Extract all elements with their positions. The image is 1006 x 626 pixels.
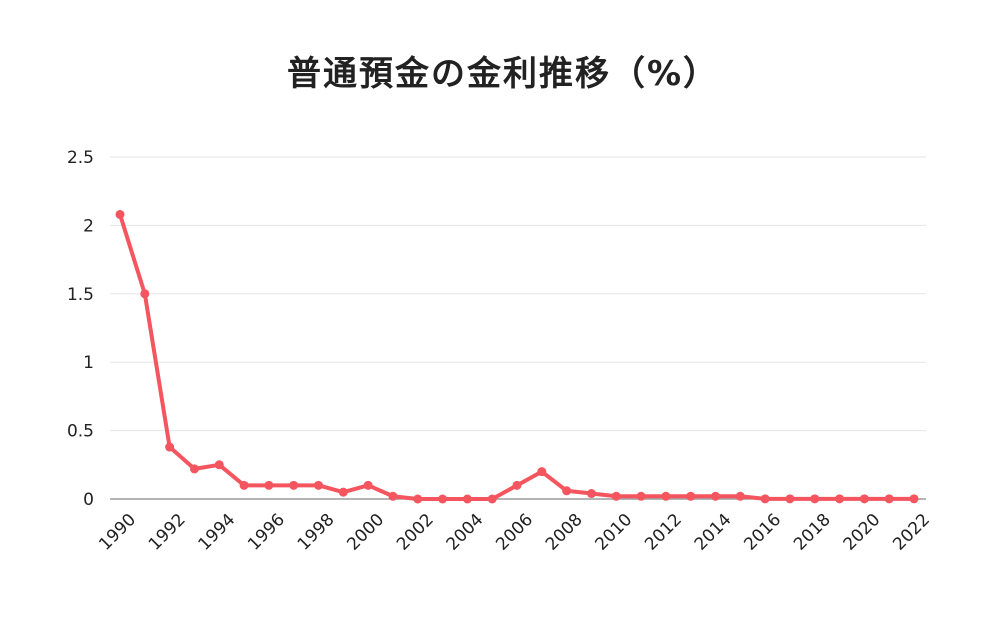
data-point-2007[interactable]	[537, 467, 547, 477]
x-tick-label: 2006	[492, 510, 537, 555]
data-point-2018[interactable]	[810, 494, 820, 504]
y-tick-label: 0	[83, 490, 94, 510]
x-tick-label: 1996	[244, 510, 289, 555]
data-point-2004[interactable]	[462, 494, 472, 504]
data-point-2002[interactable]	[413, 494, 423, 504]
x-tick-label: 2010	[592, 510, 637, 555]
data-point-2013[interactable]	[686, 491, 696, 501]
data-point-2009[interactable]	[586, 489, 596, 499]
x-tick-label: 2000	[343, 510, 388, 555]
data-point-1997[interactable]	[289, 480, 299, 490]
data-point-2000[interactable]	[363, 480, 373, 490]
data-point-2008[interactable]	[562, 486, 572, 496]
gridlines	[110, 156, 926, 500]
data-point-1995[interactable]	[239, 480, 249, 490]
data-point-2016[interactable]	[760, 494, 770, 504]
x-tick-label: 1998	[294, 510, 339, 555]
x-tick-label: 1994	[195, 510, 240, 555]
data-point-2012[interactable]	[661, 491, 671, 501]
chart-title: 普通預金の金利推移（%）	[286, 54, 720, 94]
x-tick-label: 2008	[542, 510, 587, 555]
x-tick-label: 2004	[443, 510, 488, 555]
data-point-2020[interactable]	[859, 494, 869, 504]
data-point-2021[interactable]	[884, 494, 894, 504]
data-point-2011[interactable]	[636, 491, 646, 501]
data-point-2015[interactable]	[735, 491, 745, 501]
data-point-2010[interactable]	[611, 491, 621, 501]
data-point-1991[interactable]	[140, 289, 150, 299]
data-point-2019[interactable]	[835, 494, 845, 504]
data-point-1998[interactable]	[314, 480, 323, 490]
series-layer	[115, 209, 919, 504]
x-tick-label: 2020	[840, 510, 885, 555]
x-tick-label: 1990	[95, 510, 140, 555]
data-point-1996[interactable]	[264, 480, 274, 490]
data-point-2006[interactable]	[512, 480, 522, 490]
data-point-2022[interactable]	[909, 494, 919, 504]
x-tick-label: 2014	[691, 510, 736, 555]
data-point-2003[interactable]	[438, 494, 448, 504]
x-tick-label: 1992	[145, 510, 190, 555]
x-tick-label: 2018	[790, 510, 835, 555]
x-tick-label: 2016	[740, 510, 785, 555]
y-tick-label: 1.5	[67, 285, 94, 305]
x-tick-label: 2022	[889, 510, 934, 555]
y-tick-label: 2	[83, 216, 94, 236]
series-line	[118, 212, 916, 501]
data-point-1999[interactable]	[338, 487, 348, 497]
data-point-2014[interactable]	[711, 491, 720, 501]
data-point-1992[interactable]	[165, 442, 175, 452]
data-point-2001[interactable]	[388, 491, 398, 501]
data-point-1994[interactable]	[214, 460, 224, 470]
data-point-2017[interactable]	[785, 494, 795, 504]
y-tick-label: 0.5	[67, 422, 94, 442]
data-point-1993[interactable]	[189, 464, 199, 474]
y-axis-ticks: 0 0.5 1 1.5 2 2.5	[67, 148, 94, 510]
x-axis-ticks: 1990 1992 1994 1996 1998 2000 2002 2004 2006 2008…	[95, 510, 934, 555]
x-tick-label: 2002	[393, 510, 438, 555]
y-tick-label: 1	[83, 353, 94, 373]
x-tick-label: 2012	[641, 510, 686, 555]
data-point-1990[interactable]	[115, 209, 125, 219]
y-tick-label: 2.5	[67, 148, 94, 168]
data-point-2005[interactable]	[487, 494, 497, 504]
